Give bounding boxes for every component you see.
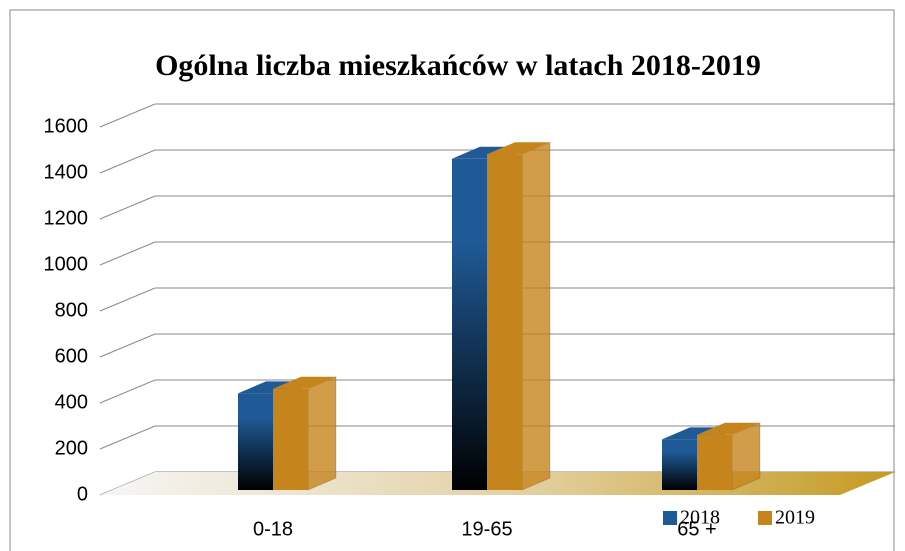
legend-swatch <box>758 511 772 525</box>
chart-title: Ogólna liczba mieszkańców w latach 2018-… <box>155 49 761 82</box>
x-tick-label: 0-18 <box>253 518 293 540</box>
bar <box>238 393 273 490</box>
y-tick-label: 1600 <box>44 115 89 137</box>
bar-side <box>521 141 551 491</box>
bar <box>452 158 487 491</box>
grid-line <box>99 379 895 404</box>
grid-line <box>99 241 895 266</box>
grid-line <box>99 425 895 450</box>
legend-label: 2019 <box>775 507 815 529</box>
bar-side <box>307 376 337 491</box>
y-tick-label: 1400 <box>44 161 89 183</box>
y-tick-label: 600 <box>55 345 88 367</box>
x-tick-label: 65 + <box>677 518 716 540</box>
bar-top <box>697 422 760 435</box>
grid-line <box>99 333 895 358</box>
grid-line <box>99 149 895 174</box>
y-tick-label: 200 <box>55 437 88 459</box>
bar <box>487 154 522 490</box>
y-tick-label: 800 <box>55 299 88 321</box>
bar <box>662 439 697 490</box>
grid-line <box>99 287 895 312</box>
bar-top <box>487 142 550 155</box>
y-tick-label: 1200 <box>44 207 89 229</box>
y-tick-label: 400 <box>55 391 88 413</box>
bar-top <box>273 376 336 389</box>
grid-line <box>99 103 895 128</box>
x-tick-label: 19-65 <box>461 518 512 540</box>
y-tick-label: 1000 <box>44 253 89 275</box>
grid-line <box>99 195 895 220</box>
bar <box>273 388 308 490</box>
legend-swatch <box>663 511 677 525</box>
y-tick-label: 0 <box>77 483 88 505</box>
legend-label: 2018 <box>680 507 720 529</box>
bar <box>697 434 732 490</box>
